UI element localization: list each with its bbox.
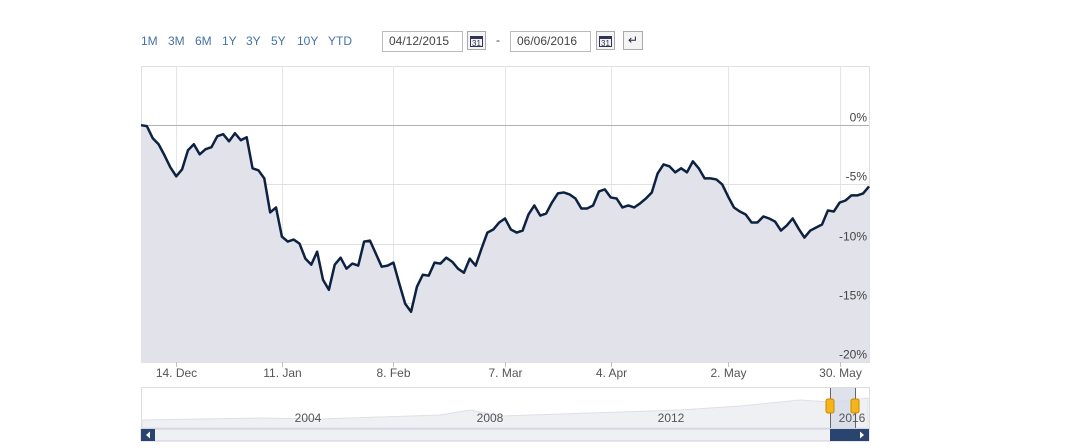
range-button[interactable]: YTD — [328, 34, 352, 48]
x-tick-label: 7. Mar — [488, 366, 522, 380]
y-tick-label: -10% — [839, 230, 867, 244]
arrow — [146, 431, 150, 439]
y-tick-label: -15% — [839, 289, 867, 303]
arrow — [860, 431, 864, 439]
date-from-input[interactable]: 04/12/2015 — [382, 31, 463, 52]
range-button[interactable]: 10Y — [297, 34, 319, 48]
y-tick-label: -5% — [846, 170, 868, 184]
calendar-button[interactable]: 31 — [467, 31, 486, 50]
scrollbar — [140, 428, 870, 442]
x-tick-label: 11. Jan — [263, 366, 301, 380]
scrollbar-thumb[interactable] — [830, 429, 856, 441]
line — [140, 123, 870, 314]
range-button[interactable]: 1M — [141, 34, 158, 48]
navigator-area — [141, 397, 869, 429]
calendar-icon: 31 — [470, 36, 483, 48]
range-button[interactable]: 1Y — [222, 34, 237, 48]
navigator-handle[interactable] — [825, 398, 835, 414]
x-tick-label: 30. May — [819, 366, 862, 380]
y-tick-label: -20% — [839, 348, 867, 362]
navigator-label: 2008 — [477, 411, 504, 425]
range-button[interactable]: 5Y — [271, 34, 286, 48]
navigator-handle[interactable] — [850, 398, 860, 414]
x-tick-label: 4. Apr — [596, 366, 627, 380]
calendar-button[interactable]: 31 — [596, 31, 615, 50]
date-to-input[interactable]: 06/06/2016 — [510, 31, 591, 52]
y-tick-label: 0% — [850, 111, 868, 125]
navigator-label: 2004 — [295, 411, 322, 425]
x-tick-label: 2. May — [710, 366, 746, 380]
calendar-icon: 31 — [599, 36, 612, 48]
area — [141, 125, 869, 362]
apply-button[interactable]: ↵ — [623, 31, 643, 50]
range-button[interactable]: 3M — [168, 34, 185, 48]
separator: - — [496, 33, 500, 47]
navigator: 2004 2008 2012 2016 — [141, 387, 870, 429]
navigator-label: 2012 — [658, 411, 685, 425]
range-button[interactable]: 6M — [195, 34, 212, 48]
navigator-label: 2016 — [839, 411, 866, 425]
range-button[interactable]: 3Y — [246, 34, 261, 48]
scrollbar-track[interactable] — [140, 428, 870, 442]
x-tick-label: 14. Dec — [156, 366, 197, 380]
axis-labels: 14. Dec 11. Jan 8. Feb 7. Mar 4. Apr 2. May 30… — [156, 111, 868, 381]
series-layer — [140, 123, 870, 362]
x-tick-label: 8. Feb — [376, 366, 410, 380]
